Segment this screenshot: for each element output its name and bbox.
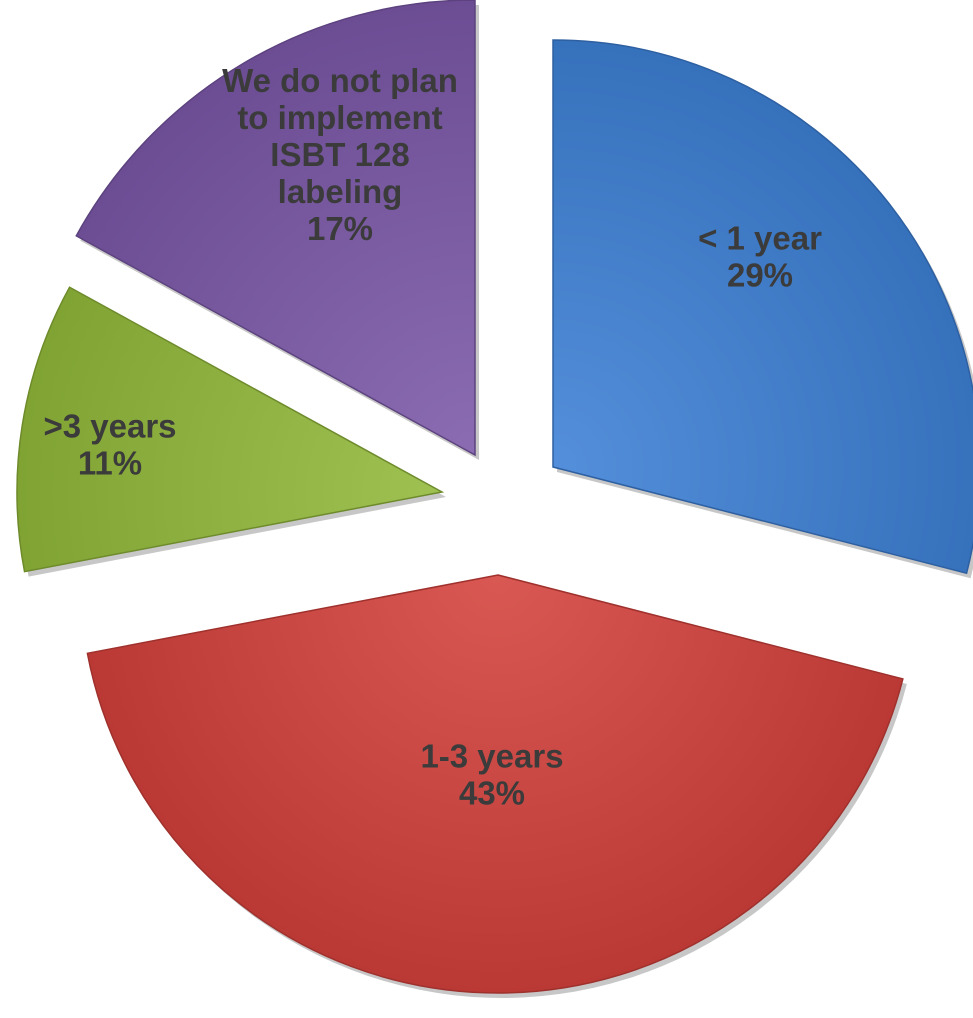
slice-data-label: 1-3 years 43% <box>420 738 563 812</box>
pie-slice <box>16 286 445 573</box>
slice-percent-label: 11% <box>78 445 142 482</box>
pie-slice <box>75 0 476 457</box>
slice-data-label: We do not plan to implement ISBT 128 labeli… <box>222 62 458 247</box>
pie-slice <box>86 574 904 994</box>
slice-category-label: ISBT 128 <box>270 136 409 173</box>
labels-layer: < 1 year 29% 1-3 years 43% >3 years 11% We do … <box>43 62 822 812</box>
slice-percent-label: 17% <box>307 210 373 247</box>
slice-category-label: >3 years <box>43 408 176 445</box>
slice-data-label: < 1 year 29% <box>698 220 822 294</box>
slice-category-label: 1-3 years <box>420 738 563 775</box>
slices-layer <box>16 0 973 998</box>
slice-category-label: We do not plan <box>222 62 458 99</box>
slice-percent-label: 29% <box>727 257 793 294</box>
slice-category-label: to implement <box>237 99 442 136</box>
slice-category-label: < 1 year <box>698 220 822 257</box>
slice-percent-label: 43% <box>459 775 525 812</box>
slice-category-label: labeling <box>278 173 403 210</box>
pie-slice <box>552 39 973 575</box>
slice-data-label: >3 years 11% <box>43 408 176 482</box>
